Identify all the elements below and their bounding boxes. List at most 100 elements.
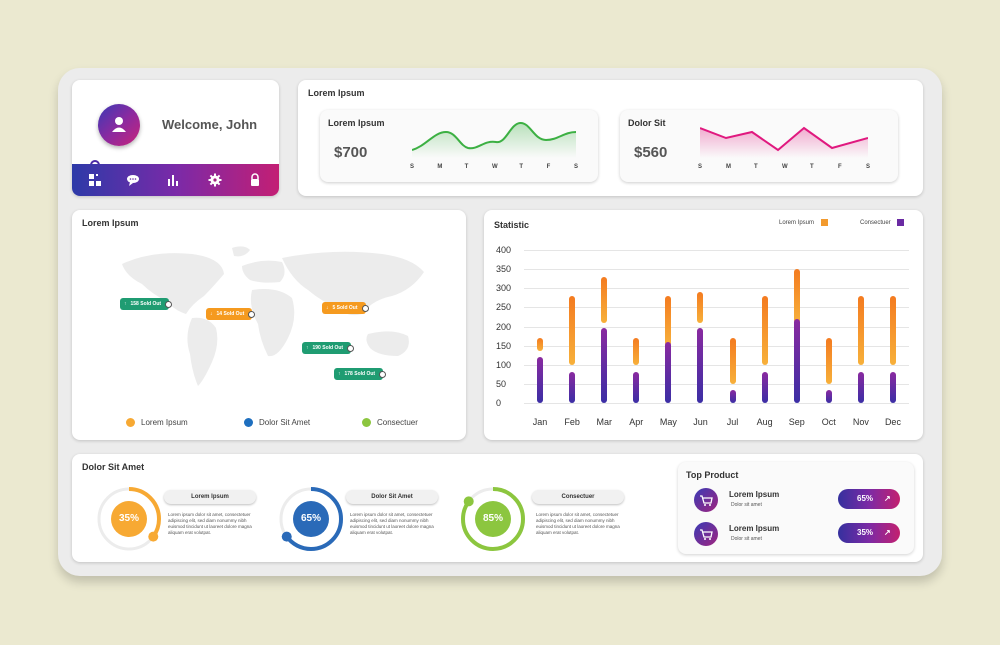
product-subtitle: Dolor sit amet [731, 536, 762, 542]
tag-label: 158 Sold Out [130, 301, 162, 307]
grid-line [524, 383, 909, 385]
bar-purple[interactable] [825, 389, 832, 403]
sold-out-tag[interactable]: ↑ 158 Sold Out [120, 298, 173, 310]
bar-orange[interactable] [697, 292, 704, 323]
bar-purple[interactable] [569, 372, 576, 403]
stat-card-value: $700 [334, 144, 368, 161]
chart-icon[interactable] [166, 173, 180, 187]
sold-out-tag[interactable]: ↑ 190 Sold Out [302, 342, 355, 354]
legend-label: Lorem Ipsum [141, 418, 188, 427]
bar-orange[interactable] [761, 295, 768, 365]
user-icon [112, 117, 126, 132]
x-tick-label: Nov [852, 417, 869, 427]
bar-purple[interactable] [601, 328, 608, 403]
stat-card-value: $560 [634, 144, 668, 161]
progress-label-pill[interactable]: Lorem Ipsum [164, 490, 256, 504]
progress-label-pill[interactable]: Consectuer [532, 490, 624, 504]
arrow-down-icon: ↓ [210, 311, 213, 317]
x-tick-label: Feb [564, 417, 580, 427]
bar-purple[interactable] [729, 389, 736, 403]
progress-ring [279, 487, 343, 551]
bar-purple[interactable] [537, 357, 544, 403]
tag-label: 14 Sold Out [216, 311, 245, 317]
bar-chart: 0 50 100 150 200 250 300 350 400 Jan Feb Mar Apr May J… [484, 210, 923, 440]
progress-item: 85% Consectuer Lorem ipsum dolor sit amet,… [458, 484, 638, 554]
stat-card-1[interactable]: Lorem Ipsum $700 S M T W T F S [320, 110, 598, 182]
bar-purple[interactable] [665, 341, 672, 403]
product-percent: 35% [857, 528, 874, 537]
product-row[interactable]: Lorem Ipsum Dolor sit amet 65% ↗ [678, 486, 914, 516]
y-tick-label: 0 [496, 398, 502, 408]
legend-swatch [820, 219, 828, 226]
bar-purple[interactable] [793, 318, 800, 403]
tag-dot [248, 311, 256, 318]
bar-purple[interactable] [633, 372, 640, 403]
bar-orange[interactable] [857, 295, 864, 365]
x-tick-label: Sep [788, 417, 805, 427]
map-legend-item: Consectuer [362, 418, 418, 428]
progress-label-pill[interactable]: Dolor Sit Amet [346, 490, 438, 504]
bar-orange[interactable] [633, 337, 640, 365]
dashboard-icon[interactable] [88, 173, 102, 187]
bar-orange[interactable] [601, 276, 608, 323]
x-tick-label: May [659, 417, 677, 427]
progress-description: Lorem ipsum dolor sit amet, consectetuer… [168, 512, 252, 535]
sold-out-tag[interactable]: ↓ 5 Sold Out [322, 302, 369, 314]
x-tick-label: Jun [693, 417, 708, 427]
product-subtitle: Dolor sit amet [731, 502, 762, 508]
arrow-up-icon: ↑ [338, 371, 341, 377]
progress-percent: 65% [300, 513, 321, 524]
summary-title: Lorem Ipsum [308, 88, 365, 98]
progress-panel: Dolor Sit Amet 35% Lorem Ipsum Lorem ipsum… [72, 454, 923, 562]
arrow-up-icon: ↑ [306, 345, 309, 351]
stat-card-2[interactable]: Dolor Sit $560 S M T W T F S [620, 110, 898, 182]
map-legend-item: Lorem Ipsum [126, 418, 188, 428]
product-percent-button[interactable]: 65% ↗ [838, 489, 900, 509]
chat-icon[interactable] [126, 173, 140, 187]
world-map [122, 246, 424, 386]
profile-nav-bar [72, 164, 279, 196]
welcome-text: Welcome, John [162, 117, 258, 132]
sold-out-tag[interactable]: ↑ 178 Sold Out [334, 368, 387, 380]
product-percent-button[interactable]: 35% ↗ [838, 523, 900, 543]
progress-description: Lorem ipsum dolor sit amet, consectetuer… [536, 512, 620, 535]
y-tick-label: 350 [496, 264, 512, 275]
map-legend-item: Dolor Sit Amet [244, 418, 310, 428]
grid-line [524, 364, 909, 366]
sparkline-pink [700, 126, 868, 158]
avatar[interactable] [98, 104, 140, 146]
bar-purple[interactable] [857, 372, 864, 403]
weekday-label: M [726, 164, 731, 170]
bar-orange[interactable] [793, 269, 800, 323]
bar-purple[interactable] [761, 372, 768, 403]
bar-orange[interactable] [569, 295, 576, 365]
gear-icon[interactable] [208, 173, 222, 187]
tag-dot [379, 371, 387, 378]
bar-orange[interactable] [665, 295, 672, 346]
lock-icon[interactable] [248, 173, 262, 187]
bar-orange[interactable] [729, 337, 736, 384]
tag-label: 190 Sold Out [312, 345, 344, 351]
bar-orange[interactable] [537, 337, 544, 352]
profile-card: Welcome, John [72, 80, 279, 196]
weekday-label: S [698, 164, 703, 170]
y-tick-label: 300 [496, 283, 512, 294]
bar-purple[interactable] [697, 328, 704, 403]
y-tick-label: 150 [496, 340, 512, 351]
product-row[interactable]: Lorem Ipsum Dolor sit amet 35% ↗ [678, 520, 914, 550]
progress-ring [461, 487, 525, 551]
y-tick-label: 250 [496, 302, 512, 313]
bar-purple[interactable] [889, 372, 896, 403]
x-tick-label: Jan [532, 417, 548, 427]
arrow-up-right-icon: ↗ [884, 494, 891, 503]
bar-orange[interactable] [889, 295, 896, 365]
sold-out-tag[interactable]: ↓ 14 Sold Out [206, 308, 256, 320]
tag-label: 5 Sold Out [332, 305, 358, 311]
bar-orange[interactable] [825, 337, 832, 384]
weekday-label: S [866, 164, 871, 170]
dashboard-frame: Welcome, John Lorem Ipsum Lorem Ipsum $7… [58, 68, 942, 576]
grid-line [524, 250, 909, 251]
tag-dot [361, 305, 369, 312]
legend-dot [126, 418, 135, 428]
product-name: Lorem Ipsum [729, 524, 780, 533]
